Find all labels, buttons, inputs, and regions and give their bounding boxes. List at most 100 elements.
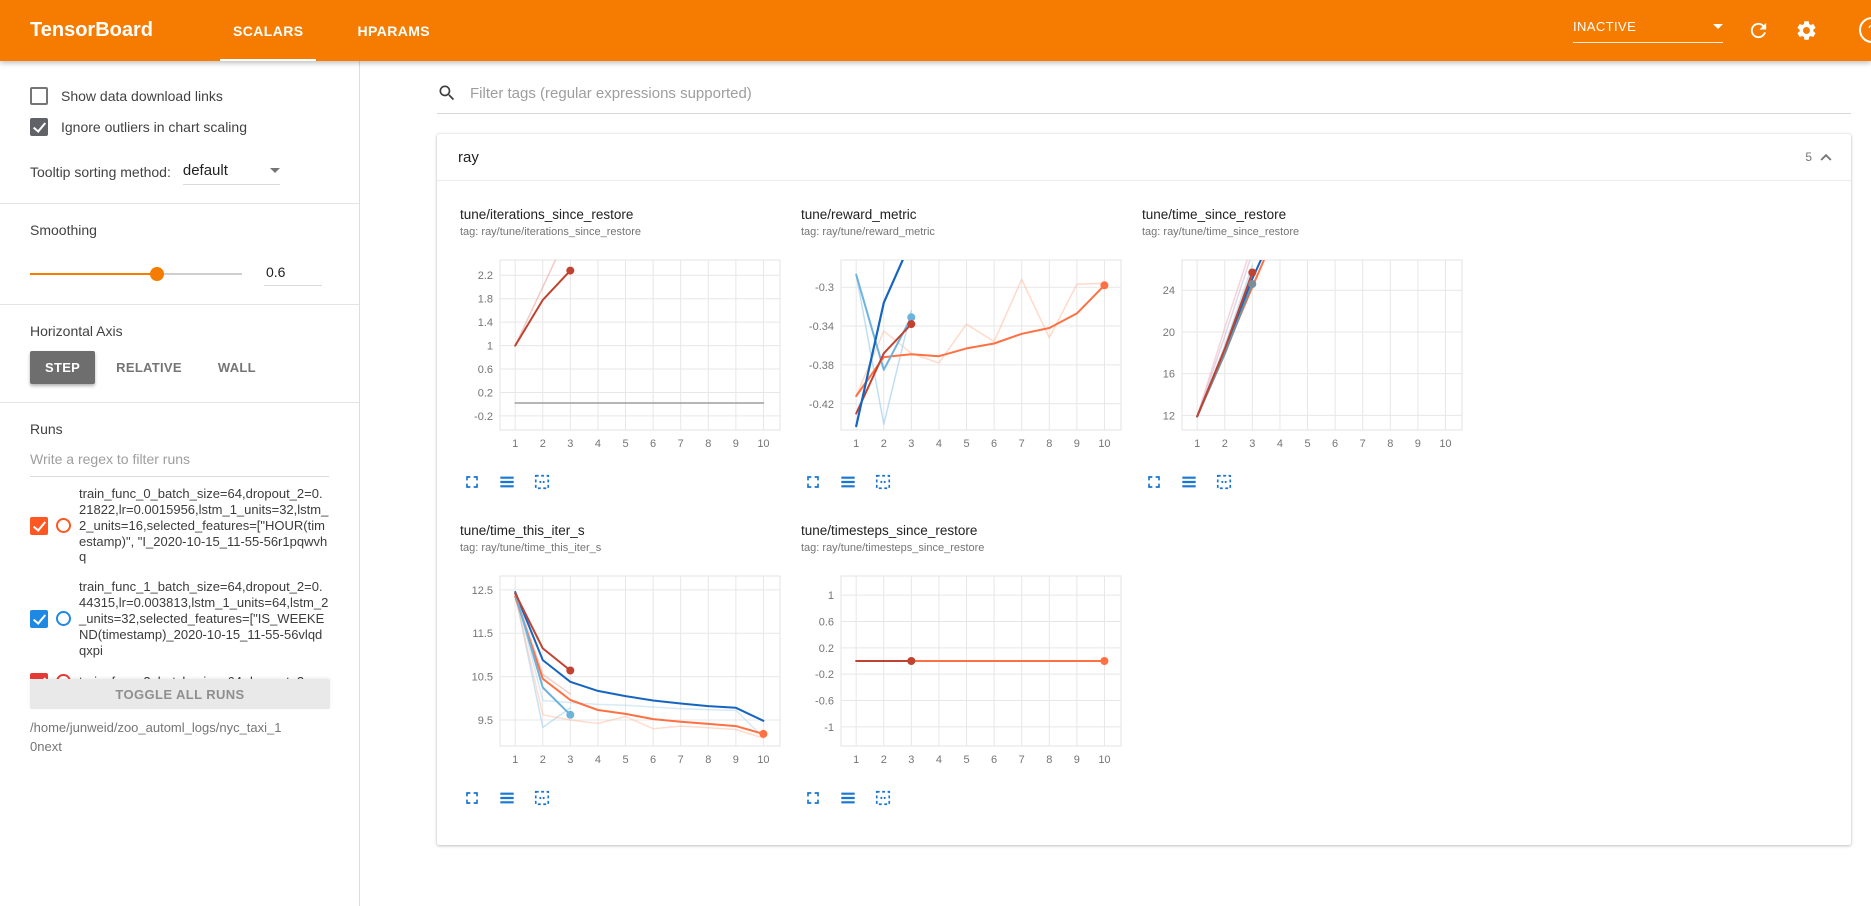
tag-group-header[interactable]: ray 5 — [437, 134, 1851, 181]
run-selector-button[interactable] — [836, 785, 862, 811]
chart-title: tune/timesteps_since_restore — [801, 523, 978, 538]
menu-lines-icon — [841, 476, 855, 488]
svg-text:7: 7 — [678, 754, 684, 766]
slider-thumb[interactable] — [150, 267, 165, 281]
collapse-section-button[interactable] — [1815, 146, 1837, 168]
sidebar-divider — [0, 304, 359, 305]
horizontal-axis-buttons: STEP RELATIVE WALL — [30, 351, 329, 384]
pin-chart-button[interactable] — [871, 785, 897, 811]
show-download-links-checkbox[interactable] — [30, 87, 48, 105]
svg-text:2: 2 — [881, 754, 887, 766]
svg-text:1.8: 1.8 — [478, 294, 493, 306]
chart-tag: tag: ray/tune/timesteps_since_restore — [801, 542, 985, 554]
scalar-line-chart[interactable]: 1 2 3 4 5 6 7 8 9 10 9.5 10.5 11.5 12.5 — [460, 566, 790, 772]
chart-title: tune/time_since_restore — [1142, 207, 1287, 222]
run-selector-button[interactable] — [836, 469, 862, 495]
svg-text:4: 4 — [1277, 438, 1283, 450]
dashed-box-icon — [1216, 474, 1232, 490]
run-solo-radio[interactable] — [56, 611, 71, 627]
scalars-sidebar: Show data download links Ignore outliers… — [0, 61, 360, 906]
svg-text:3: 3 — [567, 754, 573, 766]
dashed-box-icon — [875, 790, 891, 806]
chart-card: tune/timesteps_since_restore tag: ray/tun… — [801, 523, 1131, 811]
runs-filter-input[interactable] — [30, 443, 329, 477]
run-checkbox[interactable] — [30, 609, 48, 628]
svg-text:1: 1 — [487, 341, 493, 353]
axis-wall-button[interactable]: WALL — [203, 351, 271, 384]
run-selector-button[interactable] — [495, 469, 521, 495]
pin-chart-button[interactable] — [871, 469, 897, 495]
run-row-train-func-0[interactable]: train_func_0_batch_size=64,dropout_2=0.2… — [30, 479, 329, 572]
smoothing-value-input[interactable] — [264, 262, 322, 286]
svg-text:9: 9 — [733, 754, 739, 766]
horizontal-axis-label: Horizontal Axis — [30, 323, 123, 339]
run-checkbox[interactable] — [30, 516, 48, 535]
svg-text:6: 6 — [650, 438, 656, 450]
run-row-train-func-2[interactable]: train_func_2_batch_size=64,dropout_2= — [30, 666, 329, 679]
ignore-outliers-option[interactable]: Ignore outliers in chart scaling — [30, 118, 329, 136]
page-content: Show data download links Ignore outliers… — [0, 61, 1871, 906]
pin-chart-button[interactable] — [530, 785, 556, 811]
pin-chart-button[interactable] — [1212, 469, 1238, 495]
run-selector-button[interactable] — [1177, 469, 1203, 495]
smoothing-slider[interactable] — [30, 267, 242, 281]
pin-chart-button[interactable] — [530, 469, 556, 495]
dashed-box-icon — [534, 474, 550, 490]
scalar-line-chart[interactable]: 1 2 3 4 5 6 7 8 9 10 -0.42 -0.38 -0.34 -0.3 — [801, 250, 1131, 456]
toggle-all-runs-button[interactable]: TOGGLE ALL RUNS — [30, 679, 330, 709]
svg-text:-0.2: -0.2 — [474, 411, 493, 423]
run-label: train_func_2_batch_size=64,dropout_2= — [79, 674, 329, 679]
nav-tabs: SCALARS HPARAMS — [206, 0, 457, 61]
svg-text:5: 5 — [963, 438, 969, 450]
tab-scalars[interactable]: SCALARS — [206, 0, 330, 61]
expand-chart-button[interactable] — [460, 785, 486, 811]
expand-chart-button[interactable] — [1142, 469, 1168, 495]
svg-text:8: 8 — [705, 754, 711, 766]
svg-text:8: 8 — [1046, 754, 1052, 766]
svg-text:5: 5 — [963, 754, 969, 766]
expand-chart-button[interactable] — [801, 785, 827, 811]
sidebar-divider — [0, 203, 359, 204]
ignore-outliers-checkbox[interactable] — [30, 118, 48, 136]
run-solo-radio[interactable] — [56, 518, 71, 534]
expand-chart-button[interactable] — [801, 469, 827, 495]
show-download-links-option[interactable]: Show data download links — [30, 87, 329, 105]
axis-step-button[interactable]: STEP — [30, 351, 96, 384]
chevron-down-icon — [1713, 23, 1723, 29]
refresh-button[interactable] — [1747, 19, 1771, 43]
chart-toolbar — [801, 469, 1131, 495]
scalar-line-chart[interactable]: 1 2 3 4 5 6 7 8 9 10 -0.2 0.2 0.6 1 1.4 1.8 2.2 — [460, 250, 790, 456]
chart-tag: tag: ray/tune/reward_metric — [801, 226, 935, 238]
tooltip-sorting-value: default — [182, 162, 228, 179]
svg-text:10: 10 — [757, 438, 769, 450]
svg-text:6: 6 — [650, 754, 656, 766]
svg-text:0.2: 0.2 — [819, 643, 834, 655]
reload-status-label: INACTIVE — [1573, 18, 1637, 34]
tooltip-sorting-row: Tooltip sorting method: default — [30, 162, 329, 185]
run-row-train-func-1[interactable]: train_func_1_batch_size=64,dropout_2=0.4… — [30, 572, 329, 665]
svg-text:-0.34: -0.34 — [809, 321, 834, 333]
run-checkbox[interactable] — [30, 672, 48, 679]
reload-status-dropdown[interactable]: INACTIVE — [1573, 19, 1723, 43]
app-logo: TensorBoard — [30, 19, 153, 41]
scalar-line-chart[interactable]: 1 2 3 4 5 6 7 8 9 10 -1 -0.6 -0.2 0.2 0.6 1 — [801, 566, 1131, 772]
run-selector-button[interactable] — [495, 785, 521, 811]
tag-filter-input[interactable] — [468, 83, 1851, 103]
svg-text:-0.3: -0.3 — [815, 282, 834, 294]
tab-hparams[interactable]: HPARAMS — [357, 22, 431, 39]
chart-tag: tag: ray/tune/time_since_restore — [1142, 226, 1300, 238]
show-download-links-label: Show data download links — [61, 88, 223, 104]
svg-text:4: 4 — [595, 438, 601, 450]
svg-text:10: 10 — [757, 754, 769, 766]
expand-chart-button[interactable] — [460, 469, 486, 495]
svg-text:0.6: 0.6 — [478, 364, 493, 376]
svg-text:10: 10 — [1098, 438, 1110, 450]
svg-text:7: 7 — [1019, 754, 1025, 766]
axis-relative-button[interactable]: RELATIVE — [101, 351, 197, 384]
tooltip-sorting-dropdown[interactable]: default — [182, 162, 280, 185]
chart-card: tune/iterations_since_restore tag: ray/tu… — [460, 207, 790, 495]
tag-group-title: ray — [458, 148, 479, 166]
expand-icon — [1148, 476, 1160, 488]
settings-button[interactable] — [1795, 19, 1819, 43]
